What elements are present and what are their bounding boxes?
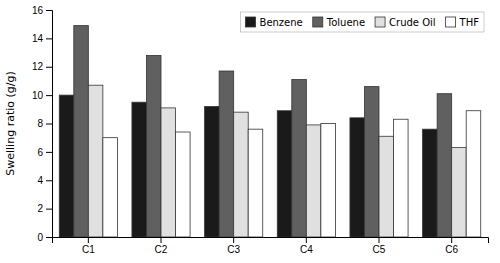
bar bbox=[205, 106, 220, 237]
y-tick-label: 14 bbox=[32, 33, 44, 44]
bar-series bbox=[103, 111, 481, 237]
x-tick-mark bbox=[379, 237, 380, 243]
legend-swatch bbox=[246, 17, 256, 27]
legend-swatch bbox=[375, 17, 385, 27]
y-tick-mark bbox=[46, 10, 52, 11]
y-tick: 4 bbox=[37, 175, 52, 186]
y-tick-mark bbox=[46, 152, 52, 153]
bar-series bbox=[59, 95, 437, 237]
y-tick-label: 16 bbox=[32, 5, 44, 16]
bar bbox=[74, 26, 89, 237]
y-tick: 10 bbox=[32, 90, 52, 101]
bar bbox=[466, 111, 481, 237]
legend-label: Toluene bbox=[326, 17, 365, 28]
x-tick-label: C2 bbox=[155, 244, 168, 255]
x-tick-label: C1 bbox=[82, 244, 95, 255]
y-tick-label: 6 bbox=[37, 147, 43, 158]
bar bbox=[321, 124, 336, 238]
bar bbox=[146, 55, 161, 237]
bar bbox=[219, 71, 234, 237]
bar bbox=[248, 129, 263, 237]
y-tick-mark bbox=[46, 237, 52, 238]
bar bbox=[176, 132, 191, 237]
bar bbox=[306, 125, 321, 237]
x-tick-mark bbox=[161, 237, 162, 243]
x-tick-mark bbox=[306, 237, 307, 243]
legend-label: Crude Oil bbox=[389, 17, 436, 28]
bar bbox=[364, 87, 379, 237]
y-axis-line bbox=[46, 11, 53, 238]
bar bbox=[437, 94, 452, 237]
legend-item: Toluene bbox=[313, 17, 365, 28]
y-tick: 8 bbox=[37, 118, 52, 129]
y-tick: 2 bbox=[37, 203, 52, 214]
x-tick-label: C5 bbox=[373, 244, 386, 255]
x-tick: C5 bbox=[373, 237, 386, 255]
bar bbox=[103, 138, 118, 237]
bar bbox=[132, 102, 147, 237]
x-axis-line bbox=[53, 238, 489, 244]
y-tick-mark bbox=[46, 67, 52, 68]
y-tick-mark bbox=[46, 38, 52, 39]
bar bbox=[379, 136, 394, 237]
bar bbox=[350, 118, 365, 237]
y-tick: 0 bbox=[37, 232, 52, 243]
bar-series bbox=[88, 85, 466, 237]
y-tick-mark bbox=[46, 95, 52, 96]
y-tick-mark bbox=[46, 180, 52, 181]
bar bbox=[234, 112, 249, 237]
y-axis-title: Swelling ratio (g/g) bbox=[4, 71, 17, 175]
y-tick: 14 bbox=[32, 33, 52, 44]
x-tick: C4 bbox=[300, 237, 313, 255]
x-tick: C6 bbox=[445, 237, 458, 255]
y-tick-label: 8 bbox=[37, 118, 43, 129]
legend: Benzene Toluene Crude Oil THF bbox=[241, 12, 484, 32]
legend-swatch bbox=[313, 17, 323, 27]
x-tick: C2 bbox=[155, 237, 168, 255]
x-tick: C3 bbox=[227, 237, 240, 255]
y-tick-label: 12 bbox=[32, 61, 44, 72]
legend-label: Benzene bbox=[260, 17, 303, 28]
bar bbox=[423, 129, 438, 237]
x-tick-mark bbox=[88, 237, 89, 243]
x-tick: C1 bbox=[82, 237, 95, 255]
plot: C1 C2 C3 C4 C5 C6 0 2 4 6 8 10 12 14 16 Benzene Toluene C… bbox=[32, 5, 489, 255]
y-tick-mark bbox=[46, 124, 52, 125]
y-tick-label: 4 bbox=[37, 175, 43, 186]
y-tick-mark bbox=[46, 209, 52, 210]
bar bbox=[292, 80, 307, 237]
bar bbox=[452, 148, 467, 237]
y-tick-label: 10 bbox=[32, 90, 44, 101]
bars bbox=[59, 26, 480, 237]
y-tick: 12 bbox=[32, 61, 52, 72]
x-axis: C1 C2 C3 C4 C5 C6 bbox=[53, 237, 489, 255]
bar bbox=[161, 108, 176, 237]
bar bbox=[394, 119, 409, 237]
x-tick-mark bbox=[233, 237, 234, 243]
x-tick-mark bbox=[451, 237, 452, 243]
bar bbox=[59, 95, 74, 237]
legend-item: Crude Oil bbox=[375, 17, 436, 28]
bar bbox=[88, 85, 103, 237]
legend-item: THF bbox=[446, 17, 480, 28]
y-axis: 0 2 4 6 8 10 12 14 16 bbox=[32, 5, 53, 243]
chart: C1 C2 C3 C4 C5 C6 0 2 4 6 8 10 12 14 16 Benzene Toluene C… bbox=[0, 0, 500, 263]
legend-label: THF bbox=[459, 17, 480, 28]
legend-frame bbox=[241, 12, 484, 32]
bar-series bbox=[74, 26, 452, 237]
y-tick-label: 0 bbox=[37, 232, 43, 243]
y-tick-label: 2 bbox=[37, 203, 43, 214]
legend-item: Benzene bbox=[246, 17, 303, 28]
bar bbox=[277, 111, 292, 237]
x-tick-label: C3 bbox=[227, 244, 240, 255]
x-tick-label: C4 bbox=[300, 244, 313, 255]
x-tick-label: C6 bbox=[445, 244, 458, 255]
legend-swatch bbox=[446, 17, 456, 27]
y-tick: 16 bbox=[32, 5, 52, 16]
y-tick: 6 bbox=[37, 147, 52, 158]
